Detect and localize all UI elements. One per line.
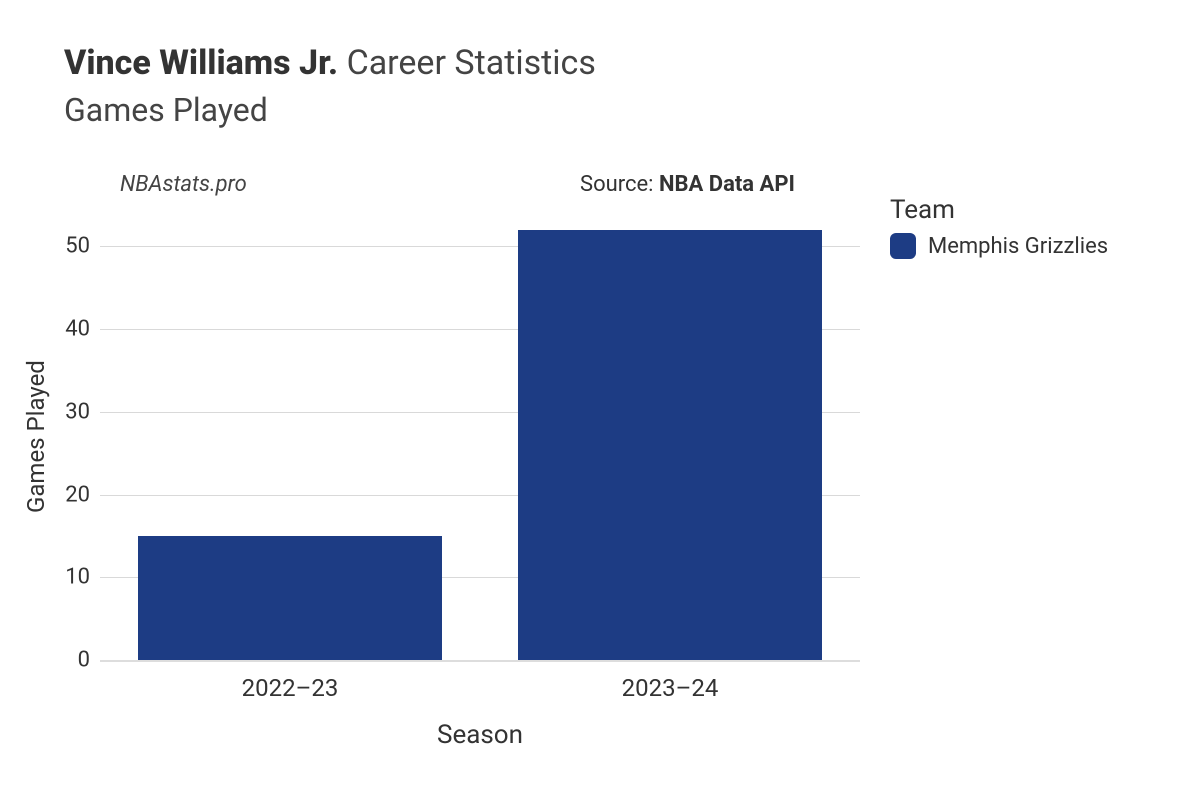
bar — [518, 230, 822, 660]
legend-items: Memphis Grizzlies — [890, 233, 1108, 259]
legend-swatch — [890, 233, 916, 259]
y-tick-label: 50 — [50, 234, 90, 259]
legend: Team Memphis Grizzlies — [890, 195, 1108, 259]
chart-container: Vince Williams Jr. Career Statistics Gam… — [0, 0, 1200, 800]
x-axis-baseline — [100, 660, 860, 662]
watermark-text: NBAstats.pro — [120, 172, 247, 197]
y-tick-label: 0 — [50, 648, 90, 673]
legend-title: Team — [890, 195, 1108, 225]
x-axis-title: Season — [437, 720, 523, 750]
legend-label: Memphis Grizzlies — [928, 234, 1108, 259]
title-suffix: Career Statistics — [347, 43, 596, 83]
source-attribution: Source: NBA Data API — [580, 172, 795, 197]
x-tick-label: 2022–23 — [242, 674, 339, 702]
y-tick-label: 30 — [50, 399, 90, 424]
x-tick-label: 2023–24 — [622, 674, 719, 702]
chart-subtitle: Games Played — [64, 91, 596, 129]
player-name: Vince Williams Jr. — [64, 43, 338, 83]
y-tick-label: 20 — [50, 482, 90, 507]
y-axis-title: Games Played — [22, 360, 50, 513]
chart-title: Vince Williams Jr. Career Statistics — [64, 42, 596, 85]
chart-title-block: Vince Williams Jr. Career Statistics Gam… — [64, 42, 596, 129]
bar — [138, 536, 442, 660]
source-prefix: Source: — [580, 172, 659, 197]
source-name: NBA Data API — [659, 172, 795, 197]
y-tick-label: 40 — [50, 317, 90, 342]
legend-item: Memphis Grizzlies — [890, 233, 1108, 259]
y-tick-label: 10 — [50, 565, 90, 590]
plot-area — [100, 205, 860, 660]
